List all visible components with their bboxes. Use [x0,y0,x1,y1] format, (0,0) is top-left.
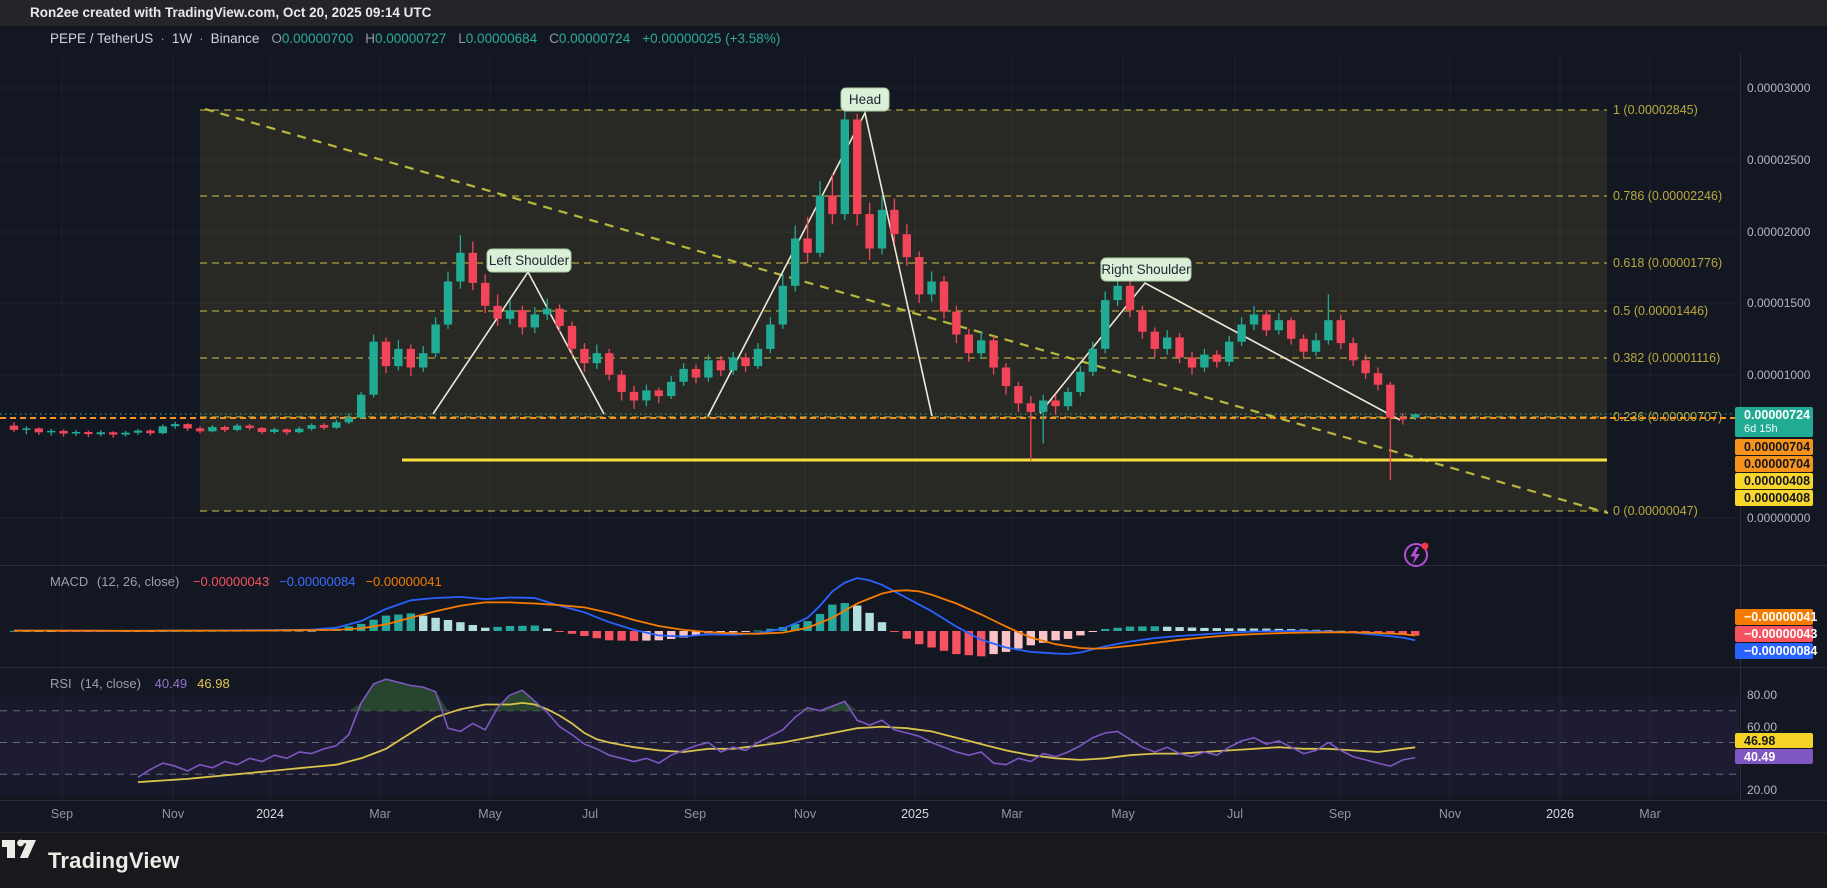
symbol-name[interactable]: PEPE / TetherUS [50,31,154,46]
fib-level-label: 0.618 (0.00001776) [1613,256,1722,270]
attribution-bar: Ron2ee created with TradingView.com, Oct… [0,0,1827,26]
time-tick-label: 2026 [1546,807,1574,821]
tradingview-logo-text[interactable]: TradingView [48,847,180,873]
time-axis[interactable] [0,800,1740,832]
price-tick-label: 0.00000000 [1747,511,1811,525]
separator-dot: · [199,31,204,46]
candlestick-series [9,110,1420,480]
flash-icon[interactable] [1404,542,1429,567]
macd-axis-badge: −0.00000041 [1735,609,1817,625]
ohlc-value: 0.00000724 [558,31,631,46]
ohlc-key: L [458,31,466,46]
time-tick-label: Nov [793,807,817,821]
price-tick-label: 0.00001500 [1747,296,1811,310]
rsi-values: 40.49 46.98 [145,676,230,691]
time-tick-label: Mar [369,807,391,821]
fib-level-label: 1 (0.00002845) [1613,103,1698,117]
notification-dot [1421,542,1429,550]
separator-dot: · [160,31,165,46]
time-tick-label: 2025 [901,807,929,821]
time-tick-label: Jul [1227,807,1243,821]
price-axis-badge: 0.00000408 [1735,473,1813,489]
price-axis-badge: 0.00000704 [1735,439,1813,455]
time-tick-label: Nov [161,807,185,821]
time-tick-label: Sep [50,807,74,821]
rsi-inner-band [0,711,1739,774]
price-tick-label: 0.00002500 [1747,153,1811,167]
rsi-value: 46.98 [197,676,230,691]
rsi-tick-label: 60.00 [1747,720,1778,734]
rsi-guides [0,710,1739,775]
price-axis-badge: 0.00000724 6d 15h [1735,407,1813,437]
time-tick-label: May [1111,807,1135,821]
ohlc-values: O0.00000700 H0.00000727 L0.00000684 C0.0000… [259,31,630,46]
rsi-axis-badge: 46.98 [1735,733,1813,748]
fib-level-label: 0.382 (0.00001116) [1613,351,1720,365]
svg-text:Right Shoulder: Right Shoulder [1101,262,1191,277]
time-tick-label: Nov [1438,807,1462,821]
bottom-logo-bar: TradingView [0,832,1827,888]
price-tick-label: 0.00003000 [1747,81,1811,95]
rsi-params: (14, close) [80,676,141,691]
time-tick-label: Mar [1639,807,1661,821]
fib-level-label: 0.786 (0.00002246) [1613,189,1722,203]
change-value: +0.00000025 (+3.58%) [642,31,781,46]
fib-level-label: 0.5 (0.00001446) [1613,304,1708,318]
macd-params: (12, 26, close) [96,574,180,589]
pattern-labels[interactable]: Left Shoulder Head Right Shoulder [486,87,1192,282]
svg-text:Left Shoulder: Left Shoulder [489,253,570,268]
ohlc-value: 0.00000684 [465,31,538,46]
time-tick-label: May [478,807,502,821]
ohlc-key: H [365,31,375,46]
macd-axis-badge: −0.00000084 [1735,643,1817,659]
svg-text:Head: Head [849,92,881,107]
fib-level-label: 0 (0.00000047) [1613,504,1698,518]
rsi-value: 40.49 [154,676,188,691]
attribution-text: Ron2ee created with TradingView.com, Oct… [30,5,432,20]
rsi-axis-badge: 40.49 [1735,749,1813,764]
symbol-legend[interactable]: PEPE / TetherUS · 1W · Binance O0.00000700 H0.… [50,31,780,46]
ohlc-value: 0.00000700 [281,31,354,46]
price-tick-label: 0.00001000 [1747,368,1811,382]
rsi-indicator-row[interactable]: RSI (14, close) 40.49 46.98 [50,676,230,691]
macd-title[interactable]: MACD [50,574,89,589]
ohlc-key: O [271,31,282,46]
interval-label[interactable]: 1W [171,31,193,46]
time-tick-label: Jul [582,807,598,821]
descending-trendline[interactable] [204,107,1609,515]
macd-values: −0.00000043 −0.00000084 −0.00000041 [183,574,442,589]
time-tick-label: 2024 [256,807,284,821]
rsi-tick-label: 20.00 [1747,783,1778,797]
macd-value: −0.00000084 [279,574,356,589]
macd-signal-line [14,589,1416,650]
macd-value: −0.00000043 [192,574,270,589]
exchange-label: Binance [210,31,260,46]
fib-retracement-drawing[interactable]: 1 (0.00002845) 0.786 (0.00002246) 0.618 (0… [200,103,1722,518]
ohlc-value: 0.00000727 [374,31,447,46]
macd-indicator-row[interactable]: MACD (12, 26, close) −0.00000043 −0.00000… [50,574,442,589]
rsi-band-tint [0,695,1739,795]
tradingview-logo-icon[interactable] [0,833,38,863]
price-axis-badge: 0.00000408 [1735,490,1813,506]
macd-axis-badge: −0.00000043 [1735,626,1817,642]
rsi-title[interactable]: RSI [50,676,72,691]
macd-value: −0.00000041 [365,574,442,589]
price-axis[interactable] [1740,54,1827,800]
rsi-line [137,678,1416,778]
ohlc-key: C [549,31,559,46]
time-tick-label: Mar [1001,807,1023,821]
rsi-tick-label: 80.00 [1747,688,1778,702]
time-tick-label: Sep [1328,807,1352,821]
price-axis-badge: 0.00000704 [1735,456,1813,472]
time-tick-label: Sep [683,807,707,821]
macd-line [14,577,1416,655]
price-tick-label: 0.00002000 [1747,225,1811,239]
